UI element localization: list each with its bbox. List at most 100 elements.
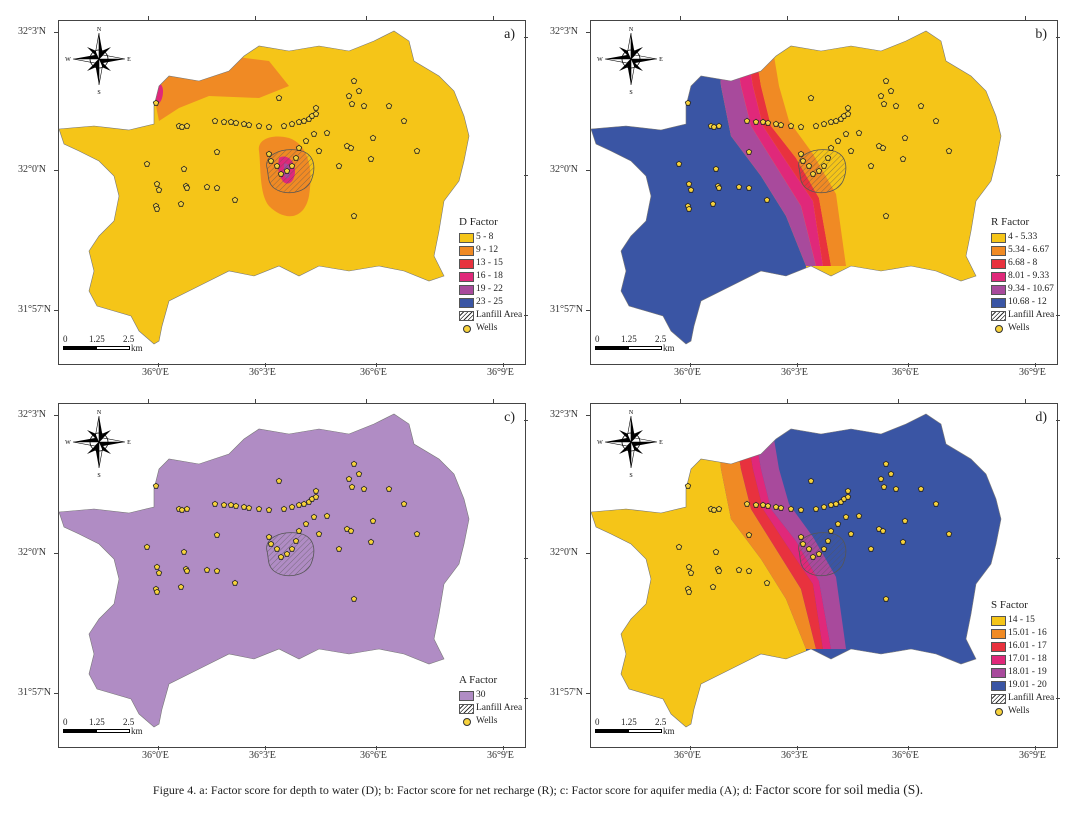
well-marker: [277, 553, 285, 560]
legend-title: S Factor: [991, 599, 1028, 611]
legend-item-label: 19.01 - 20: [1008, 680, 1047, 690]
well-marker: [675, 543, 683, 550]
well-marker: [385, 102, 393, 109]
well-marker: [834, 137, 842, 144]
scale-bar-segment: [96, 729, 130, 733]
well-marker: [183, 567, 191, 574]
scale-bar-tick: 0: [63, 334, 68, 344]
well-marker: [807, 477, 815, 484]
well-marker: [295, 527, 303, 534]
well-marker: [917, 102, 925, 109]
latitude-tick-right: [524, 558, 528, 559]
latitude-label: 32°0'N: [18, 164, 47, 175]
well-marker: [877, 92, 885, 99]
longitude-tick-top: [898, 399, 899, 403]
longitude-tick: [908, 746, 909, 750]
well-marker: [684, 99, 692, 106]
compass-label-w: W: [597, 440, 603, 446]
well-marker: [232, 502, 240, 509]
well-icon: [991, 324, 1006, 333]
legend-swatch: [991, 654, 1006, 665]
longitude-label: 36°0'E: [142, 750, 169, 761]
legend-item-label: 14 - 15: [1008, 615, 1035, 625]
legend-swatch: [459, 271, 474, 282]
well-marker: [879, 527, 887, 534]
well-marker: [715, 184, 723, 191]
scale-bar-unit: km: [131, 726, 143, 736]
longitude-tick: [503, 746, 504, 750]
well-marker: [400, 500, 408, 507]
scale-bar-tick: 1.25: [89, 334, 105, 344]
well-marker: [745, 148, 753, 155]
well-marker: [882, 595, 890, 602]
latitude-tick-right: [1056, 175, 1060, 176]
well-marker: [777, 121, 785, 128]
well-marker: [743, 117, 751, 124]
longitude-label: 36°3'E: [249, 367, 276, 378]
compass-label-s: S: [629, 90, 632, 96]
well-marker: [367, 538, 375, 545]
well-marker: [288, 545, 296, 552]
scale-bar-unit: km: [663, 343, 675, 353]
map-canvas: N S E W: [590, 27, 1002, 345]
well-marker: [220, 118, 228, 125]
longitude-tick: [797, 746, 798, 750]
well-marker: [177, 583, 185, 590]
well-marker: [815, 167, 823, 174]
scale-bar-unit: km: [131, 343, 143, 353]
compass-label-n: N: [97, 410, 102, 416]
legend-wells-label: Wells: [1008, 706, 1030, 716]
well-marker: [685, 205, 693, 212]
longitude-label: 36°0'E: [674, 750, 701, 761]
legend-landfill: Lanfill Area: [991, 309, 1054, 322]
scale-bar-tick: 2.5: [123, 717, 135, 727]
latitude-tick-right: [524, 37, 528, 38]
scale-bar-segment: [628, 346, 662, 350]
landfill-swatch: [459, 310, 474, 321]
longitude-label: 36°9'E: [487, 367, 514, 378]
well-marker: [901, 517, 909, 524]
well-marker: [211, 117, 219, 124]
well-marker: [745, 531, 753, 538]
panel-label: a): [504, 27, 515, 42]
compass-icon: N S E W: [597, 410, 663, 479]
compass-label-e: E: [659, 440, 663, 446]
well-marker: [815, 550, 823, 557]
well-marker: [347, 144, 355, 151]
well-marker: [153, 588, 161, 595]
legend-wells: Wells: [991, 705, 1054, 718]
longitude-label: 36°9'E: [1019, 367, 1046, 378]
well-marker: [879, 144, 887, 151]
landfill-swatch: [991, 310, 1006, 321]
well-marker: [283, 550, 291, 557]
well-marker: [824, 537, 832, 544]
well-marker: [180, 548, 188, 555]
longitude-label: 36°3'E: [249, 750, 276, 761]
well-marker: [350, 212, 358, 219]
well-marker: [799, 540, 807, 547]
well-icon: [459, 324, 474, 333]
legend-item: 9.34 - 10.67: [991, 283, 1054, 296]
longitude-label: 36°0'E: [142, 367, 169, 378]
well-marker: [345, 475, 353, 482]
well-marker: [292, 154, 300, 161]
compass-label-n: N: [629, 410, 634, 416]
legend-item: 18.01 - 19: [991, 666, 1054, 679]
legend-wells-label: Wells: [1008, 323, 1030, 333]
legend: R Factor 4 - 5.33 5.34 - 6.67 6.68 - 8 8.01 …: [991, 216, 1054, 335]
landfill-area: [266, 532, 315, 577]
well-marker: [715, 505, 723, 512]
well-marker: [709, 583, 717, 590]
legend-swatch: [991, 680, 1006, 691]
well-marker: [280, 505, 288, 512]
compass-label-e: E: [127, 57, 131, 63]
longitude-tick: [265, 363, 266, 367]
latitude-tick-right: [524, 315, 528, 316]
well-marker: [820, 120, 828, 127]
legend-item: 15.01 - 16: [991, 627, 1054, 640]
well-marker: [288, 120, 296, 127]
well-marker: [745, 567, 753, 574]
legend-swatch: [991, 232, 1006, 243]
legend-item-label: 15.01 - 16: [1008, 628, 1047, 638]
